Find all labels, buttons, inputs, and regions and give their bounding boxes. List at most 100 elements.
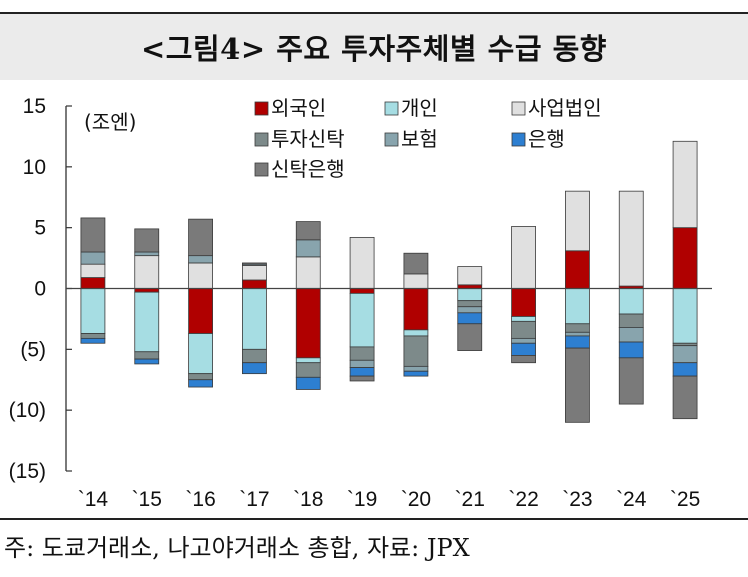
bar-segment bbox=[188, 218, 213, 257]
bar-segment bbox=[134, 228, 160, 253]
bar-segment bbox=[565, 288, 590, 325]
bar-segment bbox=[565, 335, 590, 349]
chart-title: <그림4> 주요 투자주체별 수급 동향 bbox=[140, 32, 607, 66]
bar-segment bbox=[672, 345, 698, 364]
bar-segment bbox=[511, 288, 536, 317]
bar-segment bbox=[565, 250, 590, 289]
bar-segment bbox=[618, 327, 644, 343]
bar-segment bbox=[403, 370, 429, 377]
bar-segment bbox=[242, 362, 267, 375]
bar-segment bbox=[511, 320, 536, 339]
x-tick-label: `19 bbox=[347, 488, 377, 511]
legend-label: 은행 bbox=[528, 127, 565, 151]
legend-swatch bbox=[384, 132, 399, 147]
y-tick-label: 0 bbox=[34, 278, 46, 301]
bar-segment bbox=[457, 306, 483, 314]
bar-segment bbox=[618, 190, 644, 287]
x-tick-label: `21 bbox=[455, 488, 485, 511]
bar-segment bbox=[349, 375, 375, 382]
x-tick-label: `17 bbox=[239, 488, 269, 511]
bar-segment bbox=[403, 329, 429, 337]
bar-segment bbox=[134, 255, 160, 289]
legend-swatch bbox=[511, 101, 526, 116]
x-tick-label: `16 bbox=[185, 488, 215, 511]
bar-segment bbox=[188, 262, 213, 289]
legend-label: 보험 bbox=[401, 127, 438, 151]
bar-segment bbox=[618, 313, 644, 328]
bar-segment bbox=[349, 288, 375, 294]
bar-segment bbox=[134, 251, 160, 257]
bar-segment bbox=[403, 273, 429, 289]
bar-segment bbox=[511, 316, 536, 322]
top-rule bbox=[0, 12, 748, 14]
footnote: 주: 도쿄거래소, 나고야거래소 총합, 자료: JPX bbox=[4, 534, 470, 562]
bar-segment bbox=[134, 291, 160, 353]
x-tick-label: `23 bbox=[562, 488, 592, 511]
x-tick-label: `20 bbox=[401, 488, 431, 511]
bar-segment bbox=[672, 227, 698, 289]
x-axis: `14 `15 `16 `17 `18 `19 `20 `21 `22 `23 `24 `25 bbox=[78, 488, 701, 511]
bar-segment bbox=[80, 217, 106, 253]
bar-segment bbox=[295, 357, 321, 364]
bar-segment bbox=[457, 266, 483, 286]
bar-segment bbox=[565, 190, 590, 252]
bar-segment bbox=[80, 337, 106, 344]
bar-segment bbox=[242, 348, 267, 364]
x-tick-label: `24 bbox=[616, 488, 647, 511]
x-tick-label: `25 bbox=[670, 488, 700, 511]
legend-swatch bbox=[384, 101, 399, 116]
bar-segment bbox=[80, 263, 106, 278]
bar-segment bbox=[565, 331, 590, 337]
bar-segment bbox=[457, 300, 483, 308]
bar-segment bbox=[295, 362, 321, 378]
bar-segment bbox=[511, 355, 536, 364]
bar-segment bbox=[188, 373, 213, 381]
y-tick-label: (5) bbox=[20, 338, 46, 361]
bar-segment bbox=[188, 255, 213, 264]
bar-segment bbox=[403, 335, 429, 367]
bar-segment bbox=[295, 288, 321, 359]
bar-segment bbox=[295, 256, 321, 289]
bar-segment bbox=[295, 239, 321, 258]
bar-segment bbox=[457, 323, 483, 351]
legend-swatch bbox=[254, 162, 269, 177]
bar-segment bbox=[188, 333, 213, 375]
bar-series-group bbox=[80, 140, 698, 423]
bar-segment bbox=[672, 288, 698, 344]
bar-segment bbox=[188, 288, 213, 334]
legend-swatch bbox=[254, 101, 269, 116]
bar-segment bbox=[618, 357, 644, 405]
bar-segment bbox=[403, 288, 429, 331]
bar-segment bbox=[511, 342, 536, 356]
legend-label: 외국인 bbox=[271, 96, 326, 120]
bar-segment bbox=[618, 341, 644, 359]
x-tick-label: `18 bbox=[293, 488, 323, 511]
legend-label: 투자신탁 bbox=[271, 127, 345, 151]
bar-segment bbox=[565, 347, 590, 423]
footer-rule bbox=[0, 518, 748, 520]
bar-segment bbox=[511, 226, 536, 289]
bar-segment bbox=[403, 365, 429, 372]
bar-segment bbox=[80, 333, 106, 339]
bar-segment bbox=[295, 376, 321, 390]
x-tick-label: `22 bbox=[508, 488, 538, 511]
bar-segment bbox=[80, 251, 106, 265]
unit-label: (조엔) bbox=[84, 110, 136, 134]
y-tick-label: 10 bbox=[23, 156, 46, 179]
bar-segment bbox=[457, 312, 483, 325]
bar-segment bbox=[511, 337, 536, 344]
y-tick-label: (10) bbox=[9, 399, 46, 422]
bar-segment bbox=[565, 323, 590, 333]
bar-segment bbox=[672, 140, 698, 229]
bar-segment bbox=[80, 277, 106, 289]
bar-segment bbox=[134, 351, 160, 360]
legend-label: 개인 bbox=[401, 96, 438, 120]
bar-segment bbox=[349, 346, 375, 361]
title-bar: <그림4> 주요 투자주체별 수급 동향 bbox=[0, 14, 748, 80]
y-tick-label: 5 bbox=[34, 217, 46, 240]
bar-segment bbox=[618, 288, 644, 315]
legend-swatch bbox=[254, 132, 269, 147]
bar-segment bbox=[134, 358, 160, 365]
